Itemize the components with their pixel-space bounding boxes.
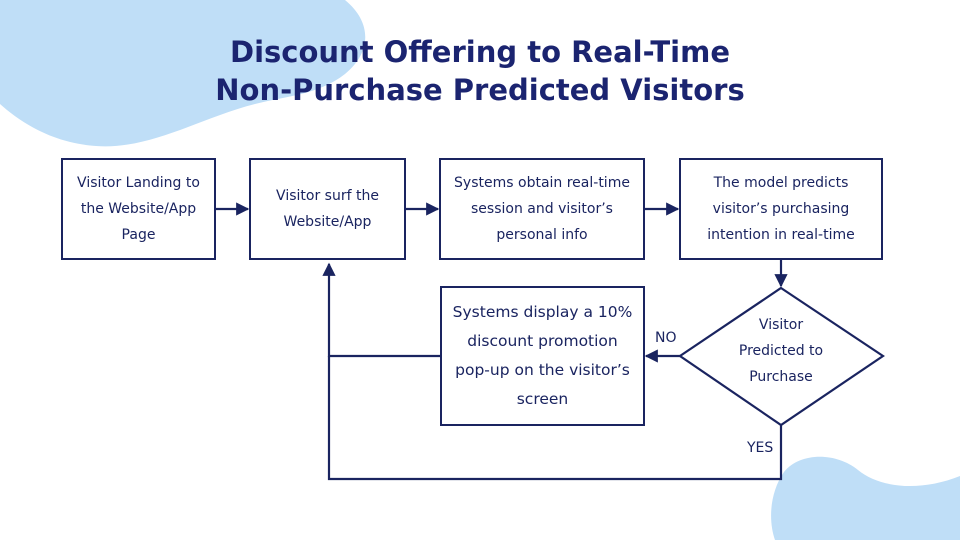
page-title: Discount Offering to Real-Time Non-Purch… [0,33,960,109]
node-visitor-surf: Visitor surf the Website/App [249,158,406,260]
decision-diamond [678,286,885,427]
line-discount-back-to-surf [322,262,440,358]
edge-label-yes: YES [747,440,774,456]
line-decision-yes-back [327,356,783,481]
title-line-2: Non-Purchase Predicted Visitors [215,73,745,107]
node-visitor-landing: Visitor Landing to the Website/App Page [61,158,216,260]
decision-label: Visitor Predicted to Purchase [738,317,824,385]
edge-label-no: NO [655,330,677,346]
node-discount-popup: Systems display a 10% discount promotion… [440,286,645,426]
title-line-1: Discount Offering to Real-Time [230,35,730,69]
node-model-predicts: The model predicts visitor’s purchasing … [679,158,883,260]
node-systems-obtain: Systems obtain real-time session and vis… [439,158,645,260]
